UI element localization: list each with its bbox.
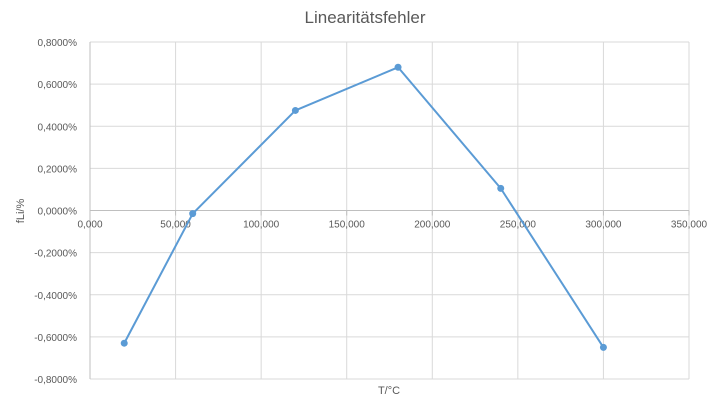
x-tick-label: 200,000 (414, 220, 451, 231)
data-point (394, 63, 402, 71)
y-tick-label: 0,6000% (38, 80, 78, 91)
series-line (123, 66, 605, 348)
data-point (120, 339, 128, 347)
x-tick-label: 250,000 (500, 220, 537, 231)
x-axis-label: T/°C (378, 385, 400, 397)
y-tick-label: -0,2000% (34, 249, 77, 260)
x-tick-label: 0,000 (77, 220, 102, 231)
y-tick-label: 0,8000% (38, 38, 78, 49)
y-tick-label: -0,8000% (34, 375, 77, 386)
x-tick-label: 350,000 (671, 220, 708, 231)
x-tick-label: 100,000 (243, 220, 280, 231)
series (120, 63, 607, 351)
data-point (497, 184, 505, 192)
x-tick-label: 50,000 (160, 220, 191, 231)
y-axis-label: fLi/% (15, 199, 27, 224)
data-point (599, 343, 607, 351)
chart-title: Linearitätsfehler (305, 8, 426, 27)
data-point (291, 106, 299, 114)
y-tick-label: 0,2000% (38, 164, 78, 175)
axes (89, 42, 690, 379)
y-tick-label: -0,4000% (34, 291, 77, 302)
y-tick-label: -0,6000% (34, 333, 77, 344)
x-tick-label: 300,000 (585, 220, 622, 231)
data-point (189, 210, 197, 218)
y-tick-label: 0,0000% (38, 207, 78, 218)
y-tick-label: 0,4000% (38, 122, 78, 133)
tick-labels: 0,000 50,000 100,000 150,000 200,000 250,000 3… (34, 38, 707, 386)
x-tick-label: 150,000 (329, 220, 366, 231)
